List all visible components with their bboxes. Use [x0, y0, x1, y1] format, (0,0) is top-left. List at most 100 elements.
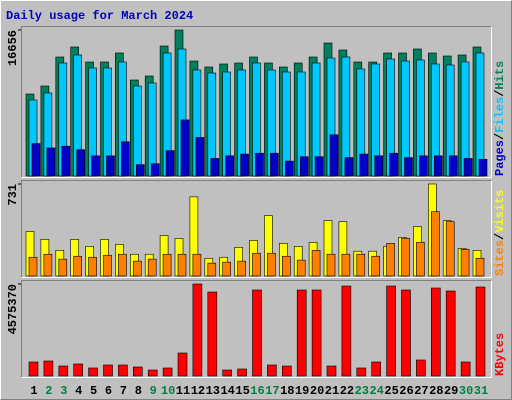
bar [88, 367, 98, 377]
bar [133, 366, 143, 377]
bar [118, 253, 127, 277]
bar [341, 285, 352, 377]
bar [386, 243, 395, 277]
panel-bevel-dark [21, 280, 492, 378]
bar [296, 259, 306, 277]
x-tick-label: 17 [265, 384, 279, 398]
x-tick-label: 12 [191, 384, 205, 398]
bar [270, 152, 279, 177]
bar [448, 155, 458, 177]
bar [326, 365, 337, 377]
bar [475, 52, 485, 177]
bar [404, 157, 413, 177]
bar [28, 256, 38, 277]
bar [341, 253, 351, 277]
bar [460, 361, 471, 377]
legend-entry: KBytes [493, 333, 507, 376]
bar [326, 253, 336, 277]
legend: Pages/Files/Hits [493, 61, 507, 176]
y-tick-label: 731 [6, 184, 20, 206]
bar [177, 253, 187, 277]
panel-bevel-light [21, 180, 492, 278]
bar [76, 149, 85, 177]
bar [475, 257, 485, 277]
bar [401, 289, 411, 377]
x-tick-label: 11 [176, 384, 190, 398]
bar [475, 286, 486, 377]
bar [344, 157, 354, 177]
x-tick-label: 13 [206, 384, 220, 398]
x-tick-label: 8 [135, 384, 142, 398]
bar [222, 369, 232, 377]
bar [281, 365, 292, 377]
x-tick-label: 10 [161, 384, 175, 398]
bar [401, 238, 410, 277]
bar [133, 85, 142, 177]
bar [356, 367, 367, 377]
x-tick-label: 30 [459, 384, 473, 398]
x-tick-label: 2 [45, 384, 52, 398]
bar [103, 364, 113, 377]
legend-entry: Sites [493, 240, 507, 276]
bar [73, 363, 83, 377]
legend-entry: Visits [493, 190, 507, 233]
bar [91, 155, 100, 177]
bar [31, 143, 41, 177]
x-tick-label: 15 [235, 384, 249, 398]
bar [58, 258, 68, 277]
bar [416, 359, 426, 377]
bar [162, 253, 172, 277]
x-tick-label: 28 [429, 384, 443, 398]
bar [430, 287, 441, 377]
bar [165, 150, 175, 177]
legend: Sites/Visits [493, 190, 507, 276]
bar [237, 368, 247, 377]
bar [237, 260, 246, 277]
x-tick-label: 6 [105, 384, 112, 398]
bar [73, 255, 82, 277]
x-tick-label: 4 [75, 384, 82, 398]
bar [460, 249, 470, 277]
legend: KBytes [493, 333, 507, 376]
x-tick-label: 3 [60, 384, 67, 398]
legend-entry: Pages [493, 140, 507, 176]
x-tick-label: 29 [444, 384, 458, 398]
bar [296, 289, 307, 377]
bar [162, 367, 173, 377]
bar [374, 155, 384, 177]
legend-separator: / [493, 233, 507, 240]
bar [416, 242, 425, 277]
bar [136, 164, 145, 177]
x-tick-label: 18 [280, 384, 294, 398]
bar [284, 160, 294, 177]
bar [311, 250, 321, 277]
x-tick-label: 22 [340, 384, 354, 398]
legend-separator: / [493, 90, 507, 97]
bar [329, 134, 339, 177]
x-tick-label: 23 [355, 384, 369, 398]
x-tick-label: 1 [30, 384, 37, 398]
bar [356, 253, 366, 277]
x-tick-label: 9 [150, 384, 157, 398]
bar [121, 141, 130, 177]
bar [359, 153, 369, 177]
bar [445, 221, 455, 277]
x-tick-label: 24 [369, 384, 383, 398]
x-tick-label: 7 [120, 384, 127, 398]
x-tick-label: 19 [295, 384, 309, 398]
x-tick-label: 26 [399, 384, 413, 398]
bar [314, 156, 324, 177]
y-tick-label: 4575370 [6, 284, 20, 334]
x-tick-label: 14 [220, 384, 234, 398]
x-tick-label: 31 [474, 384, 488, 398]
bar [255, 152, 264, 177]
bar [210, 158, 220, 177]
bar [252, 252, 261, 277]
bar [180, 119, 190, 177]
bar [419, 155, 428, 177]
bar [177, 352, 188, 377]
bar [430, 211, 440, 277]
bar [463, 158, 473, 177]
panel-bevel-light [21, 280, 492, 378]
